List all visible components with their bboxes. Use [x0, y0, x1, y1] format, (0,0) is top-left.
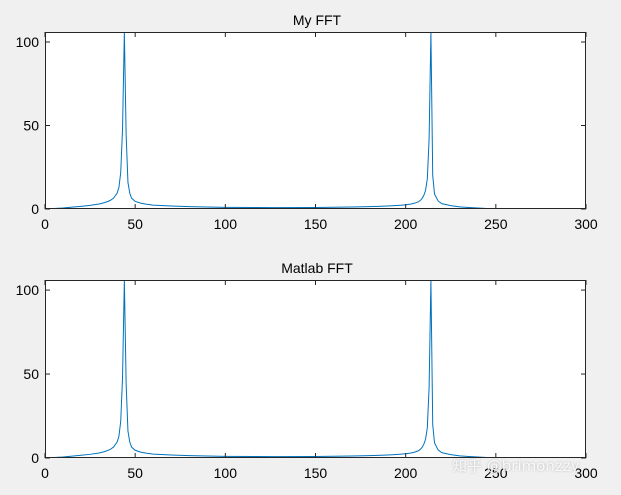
x-tick-label: 150	[304, 216, 328, 232]
y-tick-label: 50	[23, 366, 39, 382]
x-tick-label: 100	[214, 216, 238, 232]
y-tick-label: 0	[31, 450, 39, 466]
axes-background	[45, 32, 586, 209]
y-tick-label: 0	[31, 201, 39, 217]
x-tick-label: 50	[127, 216, 143, 232]
x-tick-label: 300	[574, 465, 598, 481]
y-tick-label: 50	[23, 118, 39, 134]
x-tick-label: 300	[574, 216, 598, 232]
x-tick-label: 0	[41, 465, 49, 481]
plot-title: My FFT	[293, 12, 342, 28]
matlab-fft-plot: Matlab FFT 0 50 100 150 200 250 300 0 50 100	[16, 260, 598, 481]
x-tick-label: 200	[394, 216, 418, 232]
y-tick-label: 100	[16, 282, 40, 298]
x-tick-label: 50	[127, 465, 143, 481]
x-tick-label: 200	[394, 465, 418, 481]
x-tick-label: 100	[214, 465, 238, 481]
x-tick-label: 250	[484, 216, 508, 232]
y-tick-label: 100	[16, 34, 40, 50]
x-tick-label: 0	[41, 216, 49, 232]
my-fft-plot: My FFT 0 50 100 150 200 250 300 0 50 100	[16, 12, 598, 232]
plot-title: Matlab FFT	[281, 260, 353, 276]
series-line-0	[46, 32, 504, 209]
axes-background	[45, 280, 586, 458]
series-line-0	[46, 280, 504, 458]
x-tick-label: 150	[304, 465, 328, 481]
watermark-text: 知乎 @brimonzzy	[452, 457, 580, 475]
x-tick-label: 250	[484, 465, 508, 481]
